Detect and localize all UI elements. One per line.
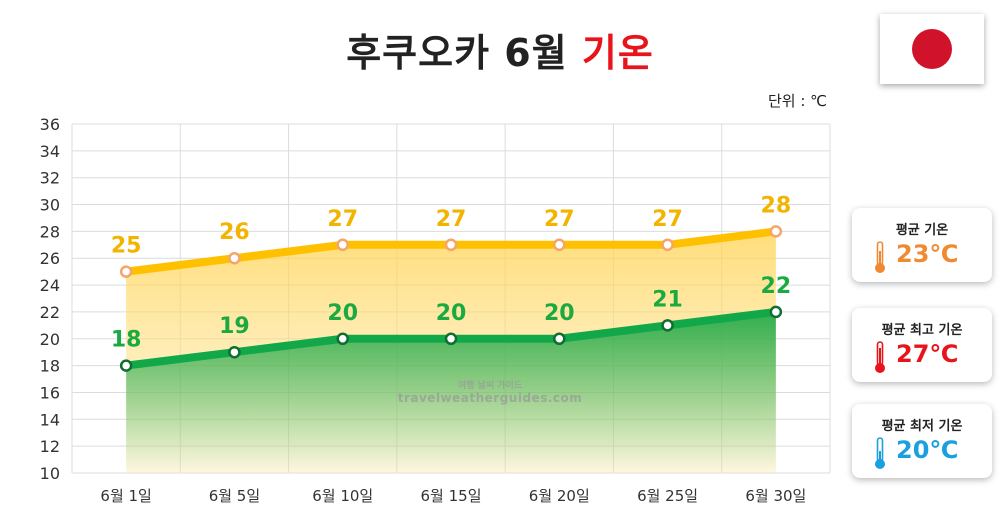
y-tick-label: 16 bbox=[40, 383, 60, 402]
max-temp-data-label: 27 bbox=[327, 207, 358, 232]
avg-high-value: 27℃ bbox=[896, 340, 959, 368]
x-tick-label: 6월 25일 bbox=[637, 487, 698, 505]
min-temp-point bbox=[553, 332, 566, 346]
title-highlight: 기온 bbox=[581, 31, 654, 75]
x-tick-label: 6월 10일 bbox=[312, 487, 373, 505]
max-temp-point bbox=[119, 265, 133, 278]
max-temp-data-label: 28 bbox=[761, 193, 792, 218]
max-temp-point bbox=[553, 238, 566, 252]
max-temp-point bbox=[769, 225, 783, 238]
avg-temp-value: 23℃ bbox=[896, 240, 959, 268]
x-tick-label: 6월 5일 bbox=[209, 487, 260, 505]
max-temp-data-label: 27 bbox=[436, 207, 467, 232]
thermometer-icon bbox=[875, 241, 885, 273]
min-temp-data-label: 21 bbox=[652, 287, 683, 312]
flag-sun bbox=[912, 29, 952, 69]
avg-high-label: 평균 최고 기온 bbox=[881, 323, 963, 338]
y-tick-label: 22 bbox=[40, 303, 60, 322]
y-tick-label: 12 bbox=[40, 437, 60, 456]
thermometer-icon bbox=[875, 341, 885, 373]
x-tick-label: 6월 15일 bbox=[421, 487, 482, 505]
x-tick-label: 6월 20일 bbox=[529, 487, 590, 505]
min-temp-data-label: 18 bbox=[111, 328, 142, 353]
avg-low-card: 평균 최저 기온 20℃ bbox=[852, 404, 992, 478]
thermometer-icon bbox=[875, 437, 885, 469]
max-temp-data-label: 25 bbox=[111, 234, 142, 259]
max-temp-point bbox=[661, 238, 674, 252]
min-temp-point bbox=[661, 319, 674, 332]
max-temp-point bbox=[336, 238, 349, 252]
japan-flag-icon bbox=[880, 14, 984, 84]
y-tick-label: 24 bbox=[40, 276, 60, 295]
min-temp-data-label: 20 bbox=[327, 301, 358, 326]
min-temp-point bbox=[336, 332, 349, 346]
y-tick-label: 28 bbox=[40, 222, 60, 241]
unit-label: 단위 : ℃ bbox=[767, 92, 827, 110]
max-temp-point bbox=[444, 238, 458, 252]
watermark-line1: 여행 날씨 가이드 bbox=[457, 381, 523, 391]
avg-low-value: 20℃ bbox=[896, 436, 959, 464]
y-tick-label: 18 bbox=[40, 357, 60, 376]
y-tick-label: 30 bbox=[40, 196, 60, 215]
x-tick-label: 6월 30일 bbox=[745, 487, 806, 505]
min-temp-area bbox=[126, 311, 776, 473]
watermark-line2: travelweatherguides.com bbox=[397, 391, 583, 405]
min-temp-data-label: 20 bbox=[544, 301, 575, 326]
y-tick-label: 34 bbox=[40, 142, 60, 161]
y-tick-label: 26 bbox=[40, 249, 60, 268]
max-temp-data-label: 26 bbox=[219, 220, 250, 245]
min-temp-data-label: 19 bbox=[219, 314, 250, 339]
watermark: 여행 날씨 가이드 travelweatherguides.com bbox=[385, 378, 595, 405]
chart-title: 후쿠오카 6월 기온 bbox=[0, 22, 1000, 77]
min-temp-point bbox=[228, 345, 241, 359]
y-tick-label: 10 bbox=[40, 464, 60, 483]
max-temp-data-label: 27 bbox=[544, 207, 575, 232]
max-temp-data-label: 27 bbox=[652, 207, 683, 232]
min-temp-point bbox=[444, 332, 458, 346]
min-temp-data-label: 22 bbox=[761, 274, 792, 299]
x-tick-label: 6월 1일 bbox=[100, 487, 151, 505]
avg-high-card: 평균 최고 기온 27℃ bbox=[852, 308, 992, 382]
avg-temp-label: 평균 기온 bbox=[895, 223, 949, 238]
y-tick-label: 14 bbox=[40, 410, 60, 429]
min-temp-point bbox=[769, 305, 783, 319]
avg-low-label: 평균 최저 기온 bbox=[881, 419, 963, 434]
y-tick-label: 20 bbox=[40, 330, 60, 349]
title-main: 후쿠오카 6월 bbox=[346, 31, 582, 75]
min-temp-data-label: 20 bbox=[436, 301, 467, 326]
y-tick-label: 32 bbox=[40, 169, 60, 188]
avg-temp-card: 평균 기온 23℃ bbox=[852, 208, 992, 282]
min-temp-point bbox=[119, 359, 133, 372]
y-tick-label: 36 bbox=[40, 115, 60, 134]
max-temp-point bbox=[228, 251, 241, 265]
